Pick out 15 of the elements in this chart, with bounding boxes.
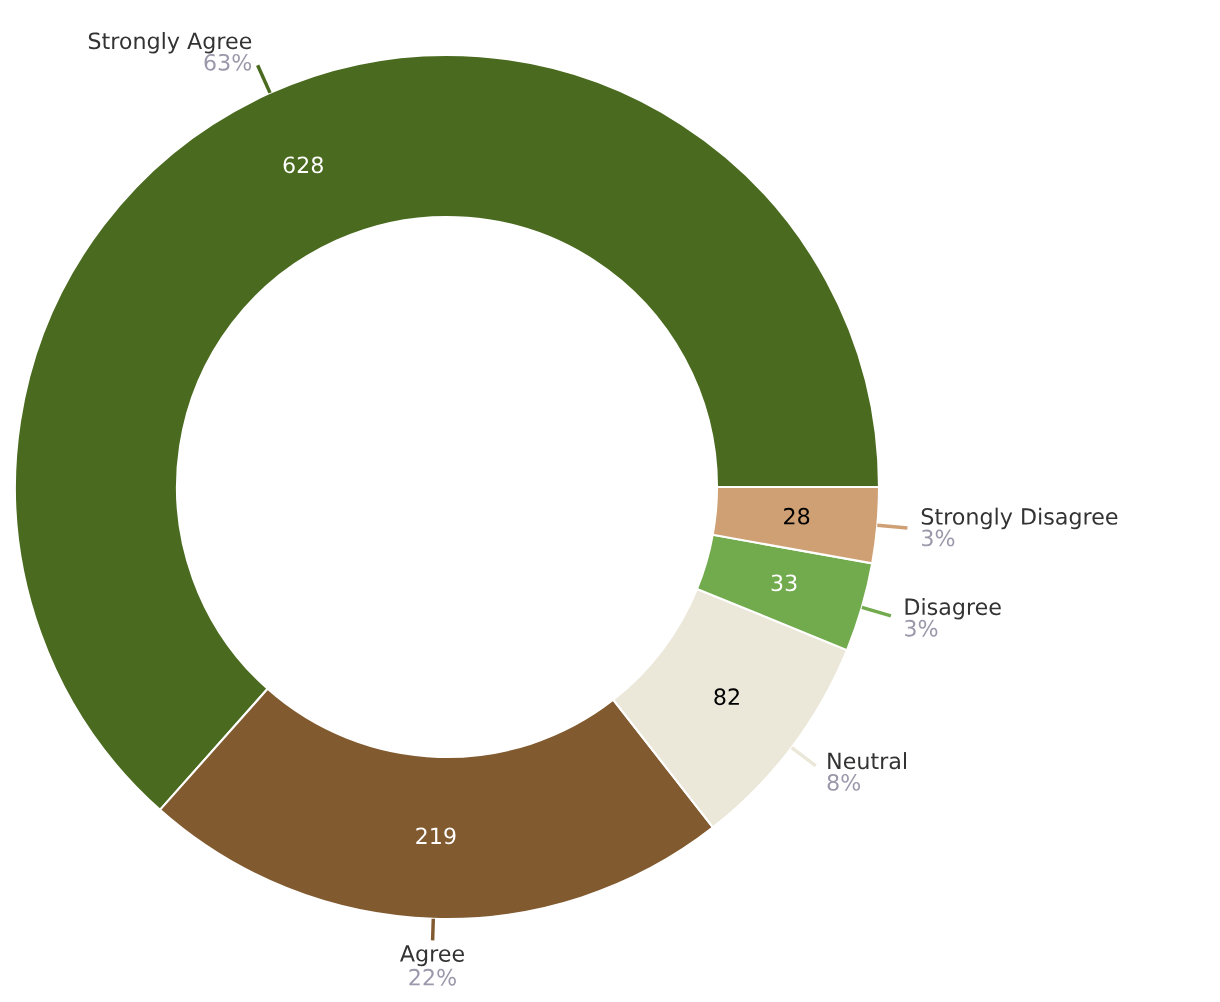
text: 63% <box>204 53 252 71</box>
text: 22% <box>409 968 456 986</box>
text: 8% <box>827 773 861 791</box>
slice-label: Disagree <box>905 597 1001 620</box>
text: 3% <box>922 529 955 547</box>
data-label: 33 <box>771 574 797 592</box>
slice-label: Strongly Agree <box>88 31 252 54</box>
data-label: 628 <box>283 156 323 174</box>
slice-label: Agree <box>400 945 464 967</box>
data-label: 28 <box>784 507 810 525</box>
data-label: 219 <box>416 827 456 845</box>
slice-label: Neutral <box>828 752 906 770</box>
text: 3% <box>905 619 938 637</box>
data-label: 82 <box>714 688 739 706</box>
slice-label: Strongly Disagree <box>921 507 1118 530</box>
